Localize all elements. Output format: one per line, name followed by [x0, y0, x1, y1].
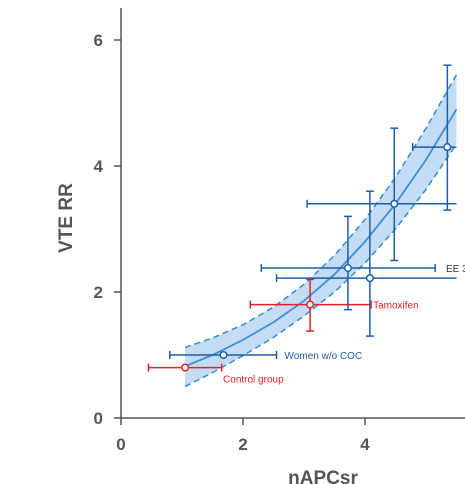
point-layer	[181, 143, 452, 372]
x-tick-label-4: 4	[360, 435, 370, 454]
tick-layer: 0 2 4 0 2 4 6	[94, 31, 371, 454]
point-label-1: Women w/o COC	[285, 351, 363, 362]
data-point-1	[219, 350, 228, 360]
x-tick-label-2: 2	[238, 435, 247, 454]
fit-line-layer	[184, 108, 458, 368]
data-point-5	[390, 199, 399, 208]
error-bar-layer	[147, 64, 457, 372]
point-label-0: Control group	[223, 375, 284, 386]
data-point-4	[365, 274, 374, 283]
y-tick-label-4: 4	[94, 157, 104, 176]
data-point-6	[443, 143, 452, 152]
confidence-band-lower	[184, 143, 458, 388]
y-tick-label-2: 2	[94, 283, 103, 302]
point-label-2: Tamoxifen	[373, 301, 419, 312]
confidence-band-layer	[184, 74, 458, 388]
x-axis-title: nAPCsr	[288, 468, 358, 484]
x-tick-label-0: 0	[116, 435, 125, 454]
confidence-band-upper	[184, 74, 458, 349]
data-point-3	[343, 264, 352, 273]
data-point-2	[306, 300, 315, 309]
y-tick-label-6: 6	[94, 31, 103, 50]
confidence-band	[185, 74, 457, 387]
cut-off-label: EE 3	[446, 264, 465, 275]
y-tick-label-0: 0	[94, 409, 103, 428]
data-point-0	[181, 363, 190, 372]
axes	[120, 8, 465, 419]
fit-line	[184, 108, 458, 368]
y-axis-title: VTE RR	[56, 183, 77, 253]
annotation-layer: Control group Women w/o COC Tamoxifen EE 3	[223, 264, 465, 386]
